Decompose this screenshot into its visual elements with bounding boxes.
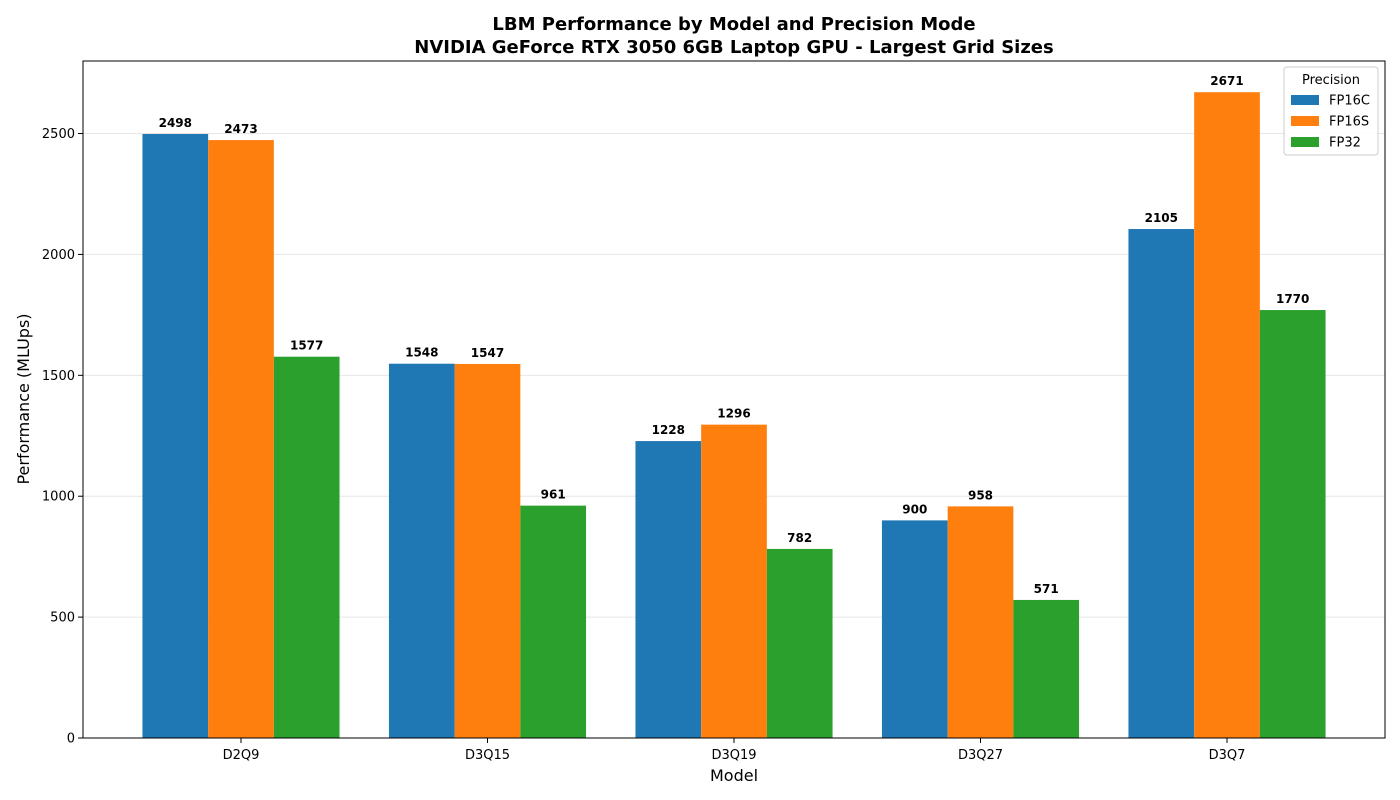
data-label: 2498 [159, 116, 192, 130]
bar-fp16s-d3q27 [947, 506, 1014, 738]
legend-label-fp16s: FP16S [1329, 115, 1369, 130]
bar-fp16c-d2q9 [142, 134, 209, 738]
legend: Precision FP16C FP16S FP32 [1283, 66, 1379, 156]
chart-subtitle: NVIDIA GeForce RTX 3050 6GB Laptop GPU -… [414, 37, 1053, 58]
legend-title: Precision [1302, 73, 1360, 88]
data-label: 2473 [224, 122, 257, 136]
data-label: 1228 [652, 423, 685, 437]
bar-fp32-d2q9 [273, 356, 340, 738]
data-label: 2671 [1210, 74, 1243, 88]
legend-swatch-fp32 [1291, 137, 1319, 147]
data-label: 782 [787, 531, 812, 545]
data-label: 958 [968, 488, 993, 502]
bar-fp32-d3q7 [1259, 310, 1326, 738]
x-tick-label: D3Q7 [1209, 748, 1246, 763]
x-axis: D2Q9 D3Q15 D3Q19 D3Q27 D3Q7 [223, 738, 1246, 763]
y-axis: 0 500 1000 1500 2000 2500 [42, 127, 83, 747]
legend-label-fp16c: FP16C [1329, 94, 1370, 109]
y-tick-label: 0 [67, 732, 75, 747]
y-tick-label: 2000 [42, 248, 75, 263]
data-label: 1770 [1276, 292, 1309, 306]
bar-fp32-d3q19 [766, 548, 833, 738]
data-label: 961 [541, 488, 566, 502]
legend-items: FP16C FP16S FP32 [1291, 94, 1370, 151]
data-label: 1296 [717, 407, 750, 421]
chart-title: LBM Performance by Model and Precision M… [492, 14, 975, 35]
bar-fp32-d3q15 [520, 505, 587, 738]
data-label: 571 [1034, 582, 1059, 596]
y-tick-label: 500 [50, 611, 75, 626]
bar-fp16c-d3q7 [1128, 229, 1195, 738]
legend-box [1283, 66, 1379, 156]
x-tick-label: D2Q9 [223, 748, 260, 763]
data-label: 1547 [471, 346, 504, 360]
legend-swatch-fp16c [1291, 95, 1319, 105]
data-label: 2105 [1145, 211, 1178, 225]
x-tick-label: D3Q15 [465, 748, 510, 763]
bar-fp16s-d3q19 [701, 424, 767, 738]
x-tick-label: D3Q19 [711, 748, 756, 763]
bar-fp16c-d3q27 [881, 520, 948, 738]
bar-fp32-d3q27 [1013, 599, 1080, 738]
y-tick-label: 2500 [42, 127, 75, 142]
x-tick-label: D3Q27 [958, 748, 1003, 763]
bar-fp16c-d3q19 [635, 441, 702, 738]
legend-label-fp32: FP32 [1329, 136, 1361, 151]
y-tick-label: 1500 [42, 369, 75, 384]
data-label: 900 [902, 502, 927, 516]
bar-fp16c-d3q15 [388, 363, 455, 738]
y-tick-label: 1000 [42, 490, 75, 505]
data-label: 1577 [290, 339, 323, 353]
data-label: 1548 [405, 346, 438, 360]
x-axis-label: Model [710, 766, 758, 785]
legend-swatch-fp16s [1291, 116, 1319, 126]
y-axis-label: Performance (MLUps) [14, 313, 33, 484]
bar-fp16s-d3q7 [1194, 92, 1260, 738]
data-labels-group: 2498 2473 1577 1548 1547 961 1228 1296 782 900 958… [159, 74, 1310, 596]
bars-group [142, 92, 1326, 738]
bar-fp16s-d3q15 [454, 363, 521, 738]
bar-fp16s-d2q9 [208, 140, 274, 738]
